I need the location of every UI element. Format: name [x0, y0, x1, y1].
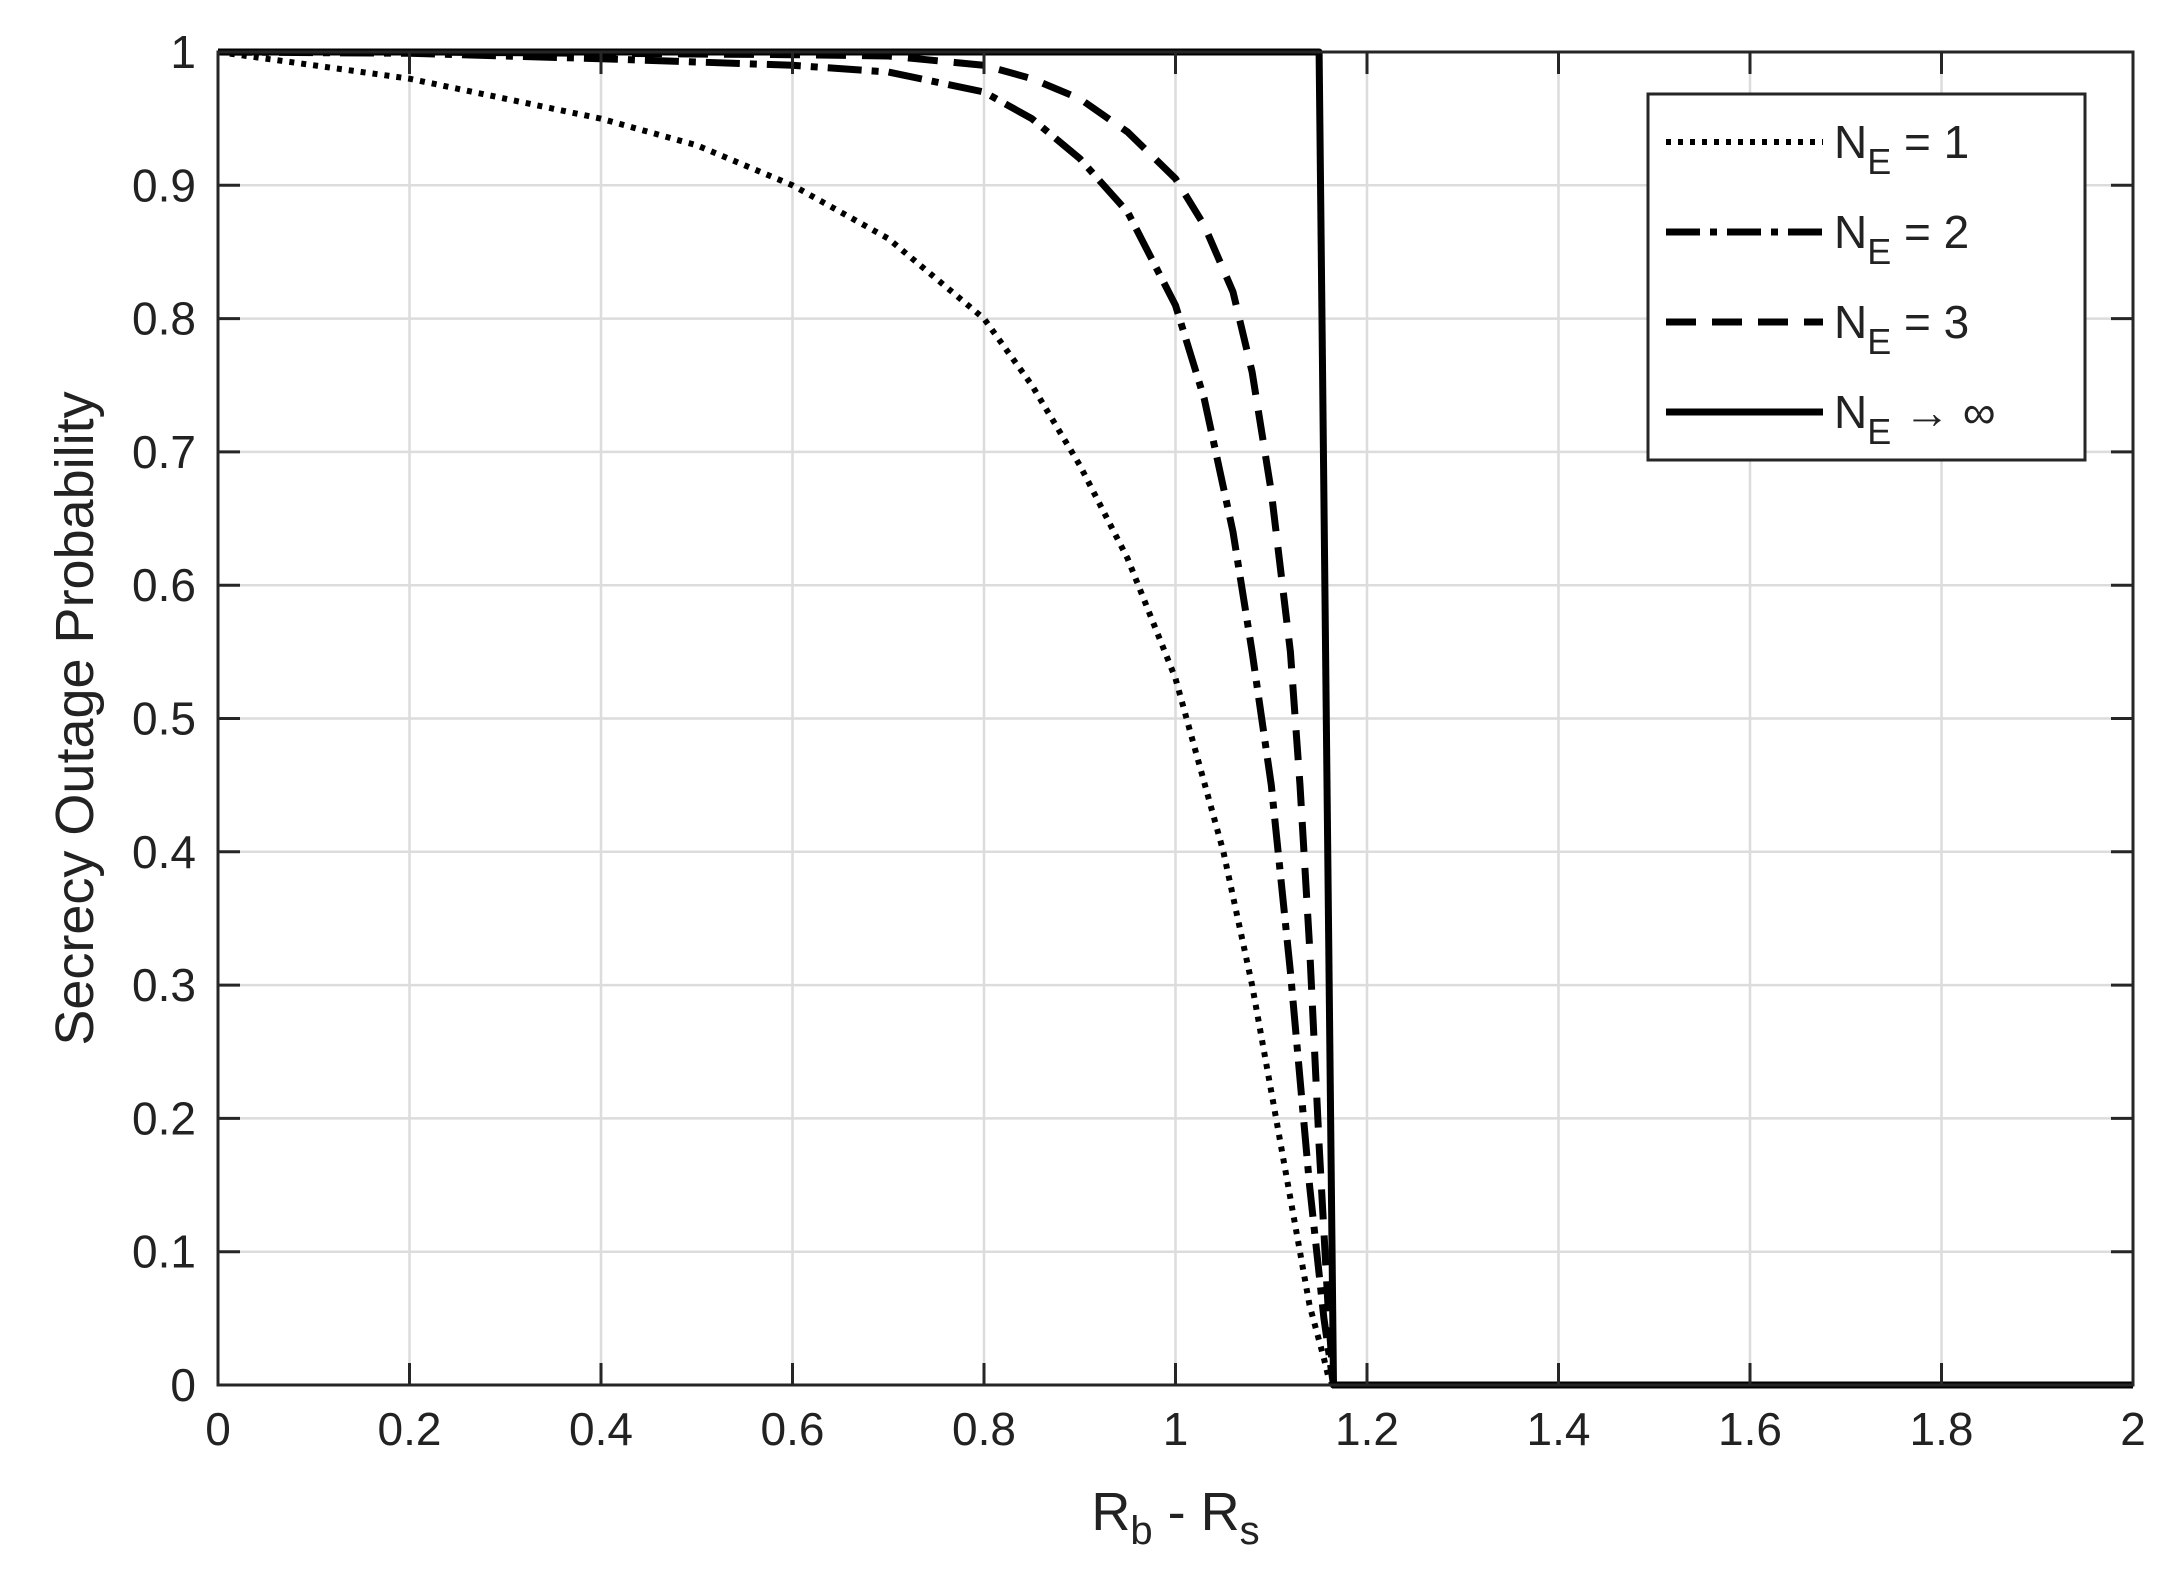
legend-label-rest: → ∞ [1891, 386, 1995, 438]
y-tick-label: 0.9 [132, 159, 196, 211]
x-axis-label-sub1: b [1130, 1509, 1152, 1553]
legend-box [1646, 92, 2087, 462]
x-axis-label-main: R [1091, 1482, 1130, 1542]
y-tick-label: 0 [170, 1359, 196, 1411]
legend-label-sub: E [1867, 321, 1891, 362]
x-tick-label: 0.2 [378, 1403, 442, 1455]
y-axis-label: Secrecy Outage Probability [45, 391, 105, 1045]
x-axis-label-mid: - R [1153, 1482, 1240, 1542]
legend-label-sub: E [1867, 231, 1891, 272]
y-tick-label: 1 [170, 26, 196, 78]
x-tick-labels: 0 0.2 0.4 0.6 0.8 1 1.2 1.4 1.6 1.8 2 [205, 1403, 2146, 1455]
legend: NE = 1NE = 2NE = 3NE → ∞ [1646, 92, 2087, 462]
y-tick-label: 0.1 [132, 1226, 196, 1278]
x-tick-label: 1.2 [1335, 1403, 1399, 1455]
legend-label-rest: = 1 [1891, 116, 1969, 168]
x-tick-label: 1.4 [1527, 1403, 1591, 1455]
legend-label-4: NE → ∞ [1834, 386, 1996, 452]
x-tick-label: 0 [205, 1403, 231, 1455]
y-tick-label: 0.8 [132, 293, 196, 345]
legend-label-2: NE = 2 [1834, 206, 1969, 272]
y-tick-label: 0.3 [132, 959, 196, 1011]
tick-marks [216, 50, 2135, 1387]
legend-items: NE = 1NE = 2NE = 3NE → ∞ [1666, 116, 1996, 452]
legend-label-rest: = 2 [1891, 206, 1969, 258]
y-tick-label: 0.6 [132, 559, 196, 611]
x-axis-label: Rb - Rs [1091, 1482, 1259, 1553]
legend-label-main: N [1834, 386, 1867, 438]
y-tick-label: 0.7 [132, 426, 196, 478]
legend-label-main: N [1834, 116, 1867, 168]
legend-label-3: NE = 3 [1834, 296, 1969, 362]
y-tick-label: 0.2 [132, 1092, 196, 1144]
x-tick-label: 2 [2120, 1403, 2146, 1455]
x-tick-label: 1.6 [1718, 1403, 1782, 1455]
legend-label-sub: E [1867, 141, 1891, 182]
x-tick-label: 1.8 [1910, 1403, 1974, 1455]
y-tick-label: 0.5 [132, 693, 196, 745]
series-line-1 [217, 49, 2133, 1388]
legend-label-rest: = 3 [1891, 296, 1969, 348]
x-tick-label: 0.6 [761, 1403, 825, 1455]
x-tick-label: 0.4 [569, 1403, 633, 1455]
y-tick-label: 0.4 [132, 826, 196, 878]
x-tick-label: 1 [1163, 1403, 1189, 1455]
x-axis-label-sub2: s [1240, 1509, 1260, 1553]
legend-label-main: N [1834, 296, 1867, 348]
y-tick-labels: 0 0.1 0.2 0.3 0.4 0.5 0.6 0.7 0.8 0.9 1 [132, 26, 196, 1411]
legend-label-main: N [1834, 206, 1867, 258]
x-tick-label: 0.8 [952, 1403, 1016, 1455]
legend-label-1: NE = 1 [1834, 116, 1969, 182]
legend-label-sub: E [1867, 411, 1891, 452]
